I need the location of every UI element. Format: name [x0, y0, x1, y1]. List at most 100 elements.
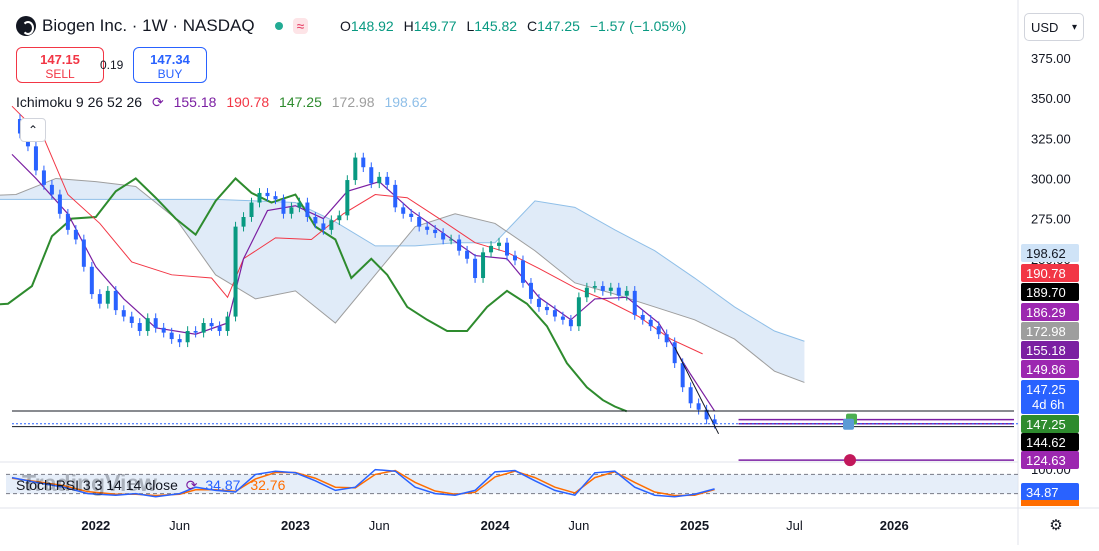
currency-select[interactable]: USD ▾ [1024, 13, 1084, 41]
time-tick-label: 2024 [481, 518, 511, 533]
price-tag-label: 198.62 [1026, 246, 1066, 261]
stoch-rsi-pane [6, 468, 1018, 498]
candle-body [161, 327, 166, 333]
candle-body [704, 409, 709, 420]
candle-body [576, 297, 581, 327]
price-tag [1021, 500, 1079, 506]
price-tick-label: 375.00 [1031, 51, 1071, 66]
sell-button[interactable]: 147.15 SELL [16, 47, 104, 83]
candle-body [233, 226, 238, 317]
collapse-legend-button[interactable]: ⌃ [20, 118, 46, 142]
price-tick-label: 350.00 [1031, 91, 1071, 106]
wave-icon[interactable]: ≈ [292, 18, 309, 34]
stoch-rsi-legend[interactable]: Stoch RSI 3 3 14 14 close ⟳ 34.87 32.76 [16, 477, 285, 494]
candle-body [656, 326, 661, 335]
candle-body [385, 176, 390, 185]
buy-button[interactable]: 147.34 BUY [133, 47, 207, 83]
candle-body [17, 119, 22, 134]
candle-body [481, 252, 486, 279]
candle-body [217, 326, 222, 332]
senkou-span-b-line [0, 177, 805, 383]
stoch-refresh-icon[interactable]: ⟳ [185, 477, 198, 493]
candle-body [377, 176, 382, 184]
candle-body [512, 255, 517, 261]
symbol-header[interactable]: Biogen Inc. · 1W · NASDAQ ≈ [16, 16, 309, 36]
tradingview-watermark: TradingView [22, 470, 158, 496]
candle-body [680, 363, 685, 388]
candle-body [329, 220, 334, 230]
stoch-rsi-label: Stoch RSI 3 3 14 14 close [16, 477, 178, 493]
time-tick-label: Jun [169, 518, 190, 533]
price-tag [1021, 433, 1079, 451]
candle-body [552, 310, 557, 317]
price-tick-label: 275.00 [1031, 212, 1071, 227]
candle-body [185, 331, 190, 343]
spread-value: 0.19 [100, 58, 124, 72]
price-tag [1021, 483, 1079, 501]
time-tick-label: 2022 [81, 518, 110, 533]
ohlc-readout: O148.92 H149.77 L145.82 C147.25 −1.57 (−… [340, 18, 692, 34]
candle-body [209, 322, 214, 327]
price-tag [1021, 341, 1079, 359]
price-tag-label: 144.62 [1026, 435, 1066, 450]
high-value: 149.77 [413, 18, 457, 34]
ichimoku-tenkan-value: 155.18 [173, 94, 217, 110]
price-tag [1021, 451, 1079, 469]
price-tag [1021, 360, 1079, 378]
ichimoku-legend[interactable]: Ichimoku 9 26 52 26 ⟳ 155.18 190.78 147.… [16, 94, 433, 111]
price-tags: 198.62 190.78 189.70 186.29 172.98 155.18 149.… [1021, 244, 1079, 506]
candle-body [696, 403, 701, 410]
candle-body [664, 334, 669, 343]
time-axis: 2022 Jun 2023 Jun 2024 Jun 2025 Jul 2026 [81, 518, 908, 533]
position-marker-icon [843, 418, 854, 430]
candle-body [712, 419, 717, 424]
stoch-k-value: 34.87 [205, 477, 241, 493]
stop-marker-icon [844, 454, 856, 467]
candle-body [465, 250, 470, 259]
ichimoku-kijun-value: 190.78 [226, 94, 270, 110]
candle-body [568, 319, 573, 327]
price-tag-label: 189.70 [1026, 285, 1066, 300]
candle-body [640, 314, 645, 320]
stoch-d-value: 32.76 [250, 477, 286, 493]
candle-body [121, 310, 126, 317]
candle-body [600, 286, 605, 291]
buy-price: 147.34 [150, 52, 190, 67]
candle-body [505, 242, 510, 256]
candle-body [305, 202, 310, 217]
candle-body [41, 170, 46, 185]
candle-body [49, 184, 54, 195]
time-tick-label: Jun [568, 518, 589, 533]
price-tag [1021, 244, 1079, 262]
candle-body [97, 294, 102, 304]
candle-body [57, 194, 62, 214]
candle-body [497, 242, 502, 246]
candle-body [33, 146, 38, 171]
refresh-icon[interactable]: ⟳ [151, 94, 164, 110]
candle-body [369, 167, 374, 184]
currency-value: USD [1031, 20, 1059, 35]
price-tag [1021, 283, 1079, 301]
candle-body [536, 298, 541, 307]
price-tag-label: 149.86 [1026, 362, 1066, 377]
candle-body [105, 290, 110, 304]
open-value: 148.92 [350, 18, 394, 34]
candle-body [433, 229, 438, 234]
price-tag [1021, 264, 1079, 282]
symbol-title: Biogen Inc. · 1W · NASDAQ [42, 16, 255, 35]
candle-body [153, 318, 158, 328]
gear-icon[interactable]: ⚙ [1049, 517, 1063, 534]
close-value: 147.25 [537, 18, 580, 34]
price-tick-label: 325.00 [1031, 131, 1071, 146]
price-tag [1021, 303, 1079, 321]
candle-body [241, 216, 246, 227]
candle-body [441, 233, 446, 240]
candle-body [225, 316, 230, 332]
chevron-down-icon: ▾ [1071, 22, 1077, 33]
candle-body [257, 192, 262, 203]
candle-body [457, 239, 462, 251]
price-tick-label: 300.00 [1031, 171, 1071, 186]
time-tick-label: 2026 [880, 518, 909, 533]
price-tag-label: 190.78 [1026, 266, 1066, 281]
